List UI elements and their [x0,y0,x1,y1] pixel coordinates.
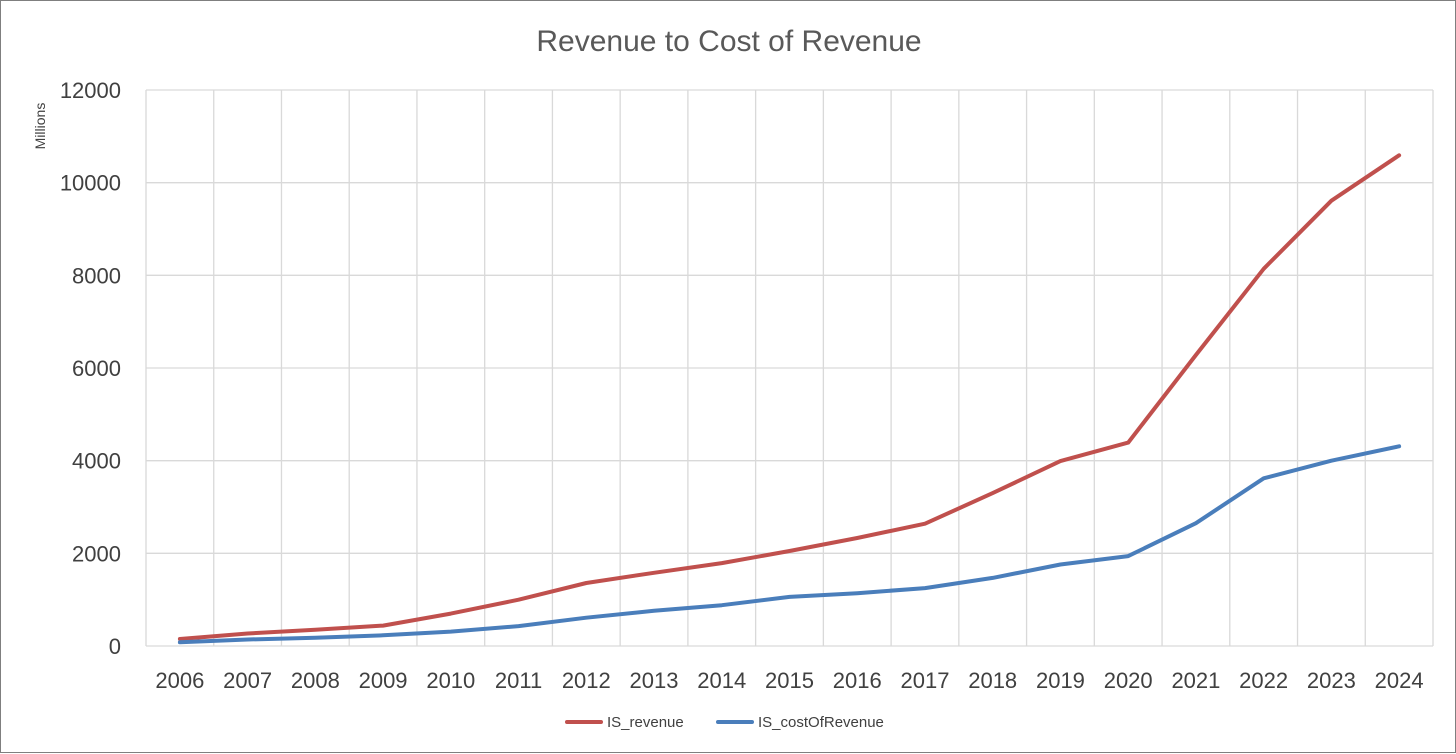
x-tick-label: 2012 [562,668,611,693]
x-tick-label: 2023 [1307,668,1356,693]
x-tick-label: 2007 [223,668,272,693]
x-tick-label: 2010 [426,668,475,693]
x-tick-label: 2017 [900,668,949,693]
chart-title: Revenue to Cost of Revenue [536,25,921,58]
x-tick-label: 2013 [630,668,679,693]
gridlines [145,89,1434,647]
series-line-IS_costOfRevenue [177,444,1402,645]
y-axis-unit-label: Millions [32,103,48,150]
legend-label: IS_revenue [607,714,684,731]
x-tick-label: 2016 [833,668,882,693]
legend: IS_revenue IS_costOfRevenue [565,714,884,731]
x-axis-ticks: 2006 2007 2008 2009 2010 2011 2012 2013 2014 2015… [155,668,1423,693]
y-tick-label: 12000 [60,78,121,103]
y-tick-label: 10000 [60,171,121,196]
series-line-IS_revenue [177,153,1402,641]
x-tick-label: 2019 [1036,668,1085,693]
y-tick-label: 0 [109,634,121,659]
legend-label: IS_costOfRevenue [758,714,884,731]
x-tick-label: 2021 [1171,668,1220,693]
x-tick-label: 2009 [359,668,408,693]
y-tick-label: 4000 [72,449,121,474]
x-tick-label: 2018 [968,668,1017,693]
x-tick-label: 2015 [765,668,814,693]
x-tick-label: 2020 [1104,668,1153,693]
y-tick-label: 8000 [72,263,121,288]
x-tick-label: 2014 [697,668,746,693]
x-tick-label: 2022 [1239,668,1288,693]
x-tick-label: 2011 [495,668,542,693]
x-tick-label: 2024 [1375,668,1424,693]
series-lines [177,153,1402,645]
y-tick-label: 6000 [72,356,121,381]
y-tick-label: 2000 [72,541,121,566]
x-tick-label: 2008 [291,668,340,693]
x-tick-label: 2006 [155,668,204,693]
y-axis-ticks: 0 2000 4000 6000 8000 10000 12000 [60,78,121,659]
